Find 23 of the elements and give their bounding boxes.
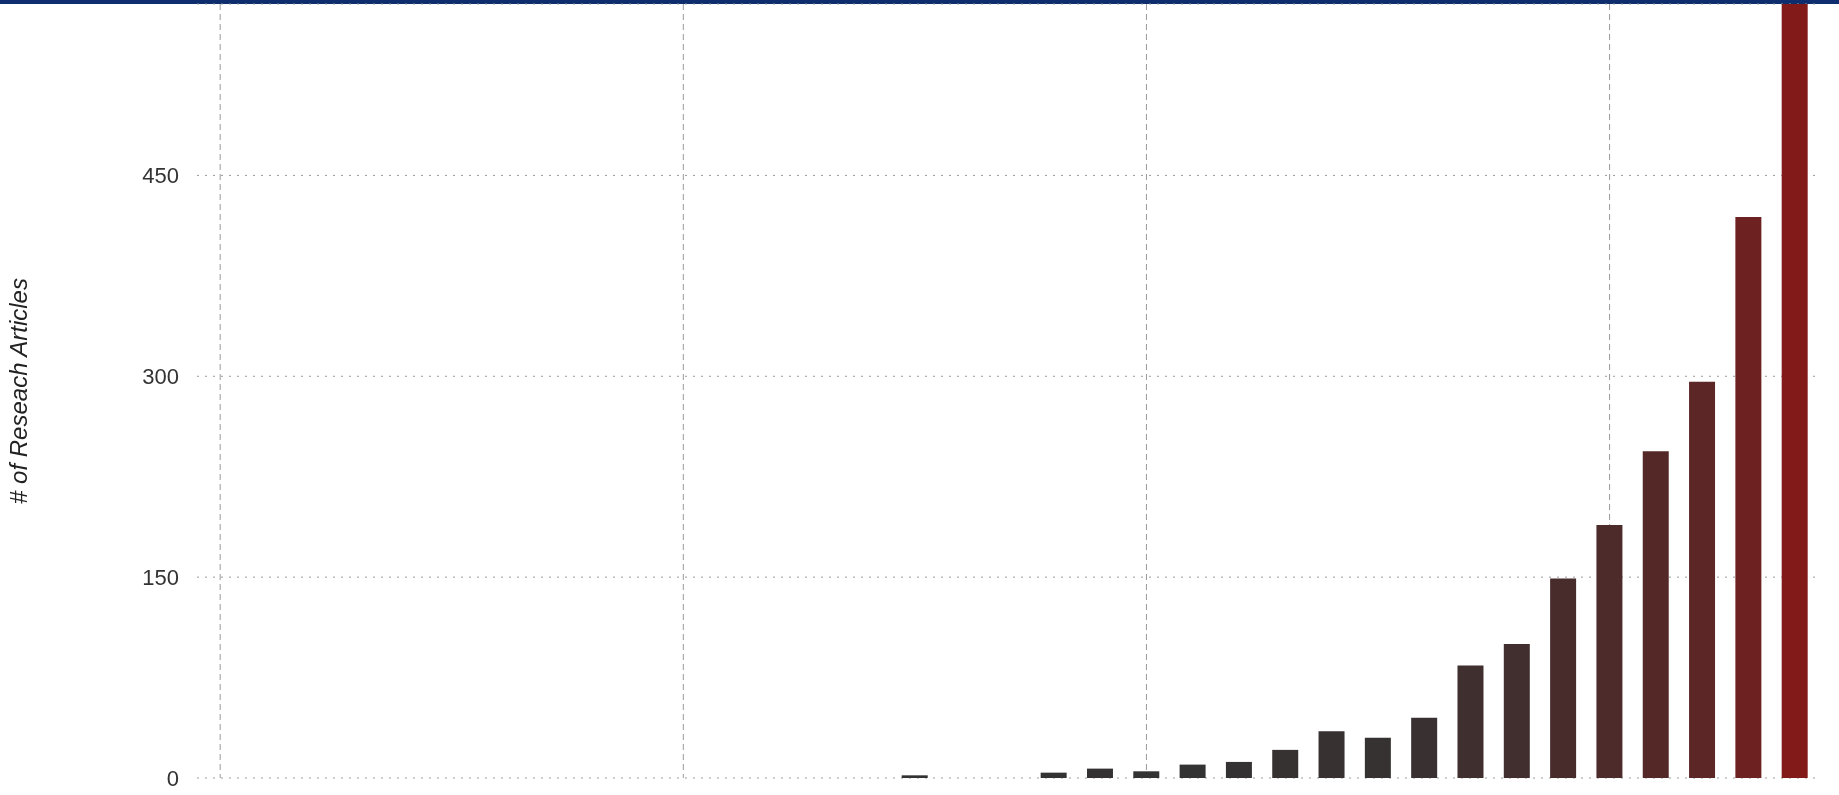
- y-tick-label: 150: [142, 564, 179, 590]
- bar: [1411, 717, 1438, 778]
- bar: [1364, 737, 1391, 778]
- y-tick-label: 0: [166, 765, 179, 791]
- bar: [1133, 771, 1160, 778]
- bar: [1179, 764, 1206, 778]
- y-axis-title: # of Reseach Articles: [4, 278, 32, 504]
- bar: [1689, 381, 1716, 778]
- bar: [1225, 761, 1252, 778]
- bar: [1272, 749, 1299, 778]
- bar: [1550, 578, 1577, 778]
- bar: [1735, 216, 1762, 778]
- bar: [1781, 4, 1808, 778]
- bar: [1596, 524, 1623, 778]
- y-tick-label: 300: [142, 364, 179, 390]
- bar: [1503, 644, 1530, 778]
- bar: [1457, 665, 1484, 778]
- bar: [1040, 772, 1067, 778]
- bar: [1318, 731, 1345, 778]
- bar: [901, 775, 928, 778]
- bar: [1642, 451, 1669, 778]
- y-tick-label: 450: [142, 163, 179, 189]
- bar: [1086, 768, 1113, 778]
